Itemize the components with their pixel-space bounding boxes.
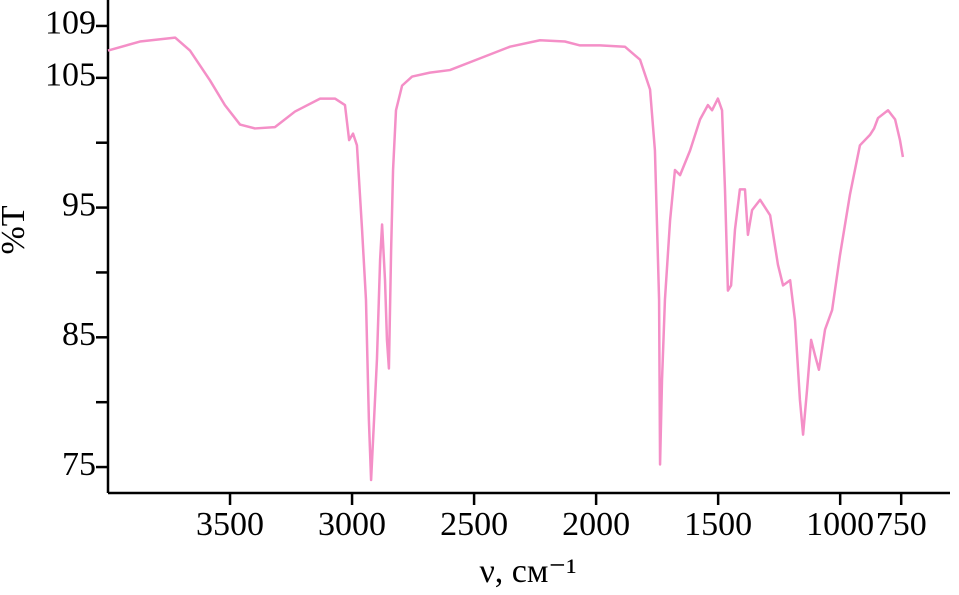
x-tick-label: 750 — [876, 506, 927, 543]
x-axis-label: ν, см⁻¹ — [479, 553, 576, 590]
x-tick-label: 3000 — [318, 506, 386, 543]
y-tick-label: 95 — [62, 186, 96, 223]
x-tick-label: 3500 — [196, 506, 264, 543]
spectrum-line — [107, 36, 905, 482]
y-tick-label: 85 — [62, 316, 96, 353]
x-tick-label: 2000 — [562, 506, 630, 543]
y-tick-label: 109 — [45, 5, 96, 42]
x-tick-label: 1000 — [806, 506, 874, 543]
x-tick-label: 2500 — [440, 506, 508, 543]
y-tick-label: 75 — [62, 446, 96, 483]
y-tick-label: 105 — [45, 57, 96, 94]
y-axis-label: %T — [0, 205, 32, 254]
x-tick-label: 1500 — [684, 506, 752, 543]
